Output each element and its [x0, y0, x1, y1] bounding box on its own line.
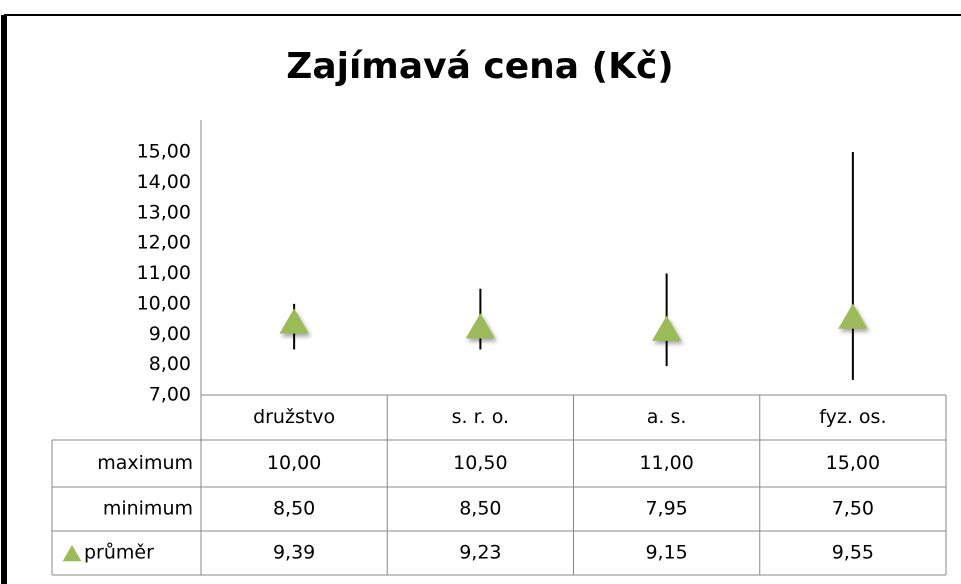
table-value: 8,50: [459, 498, 501, 520]
y-tick-label: 12,00: [137, 232, 191, 254]
average-marker: [838, 303, 868, 329]
y-tick-label: 14,00: [137, 171, 191, 193]
legend-label: maximum: [97, 452, 193, 474]
table-value: 11,00: [639, 452, 693, 474]
chart-title: Zajímavá cena (Kč): [286, 46, 674, 87]
table-value: 7,95: [645, 498, 687, 520]
x-tick-label: s. r. o.: [452, 406, 509, 428]
table-value: 9,55: [832, 542, 874, 564]
y-tick-label: 15,00: [137, 141, 191, 163]
x-tick-label: družstvo: [253, 406, 335, 428]
y-tick-label: 9,00: [149, 323, 191, 345]
table-value: 10,00: [267, 452, 321, 474]
table-value: 15,00: [826, 452, 880, 474]
y-tick-label: 10,00: [137, 292, 191, 314]
x-tick-label: fyz. os.: [819, 406, 886, 428]
y-tick-label: 8,00: [149, 353, 191, 375]
average-marker: [465, 313, 496, 339]
table-value: 9,23: [459, 542, 501, 564]
x-tick-label: a. s.: [647, 406, 687, 428]
table-value: 9,39: [273, 542, 315, 564]
legend-marker: [62, 545, 82, 562]
table-value: 8,50: [273, 498, 315, 520]
table-value: 10,50: [453, 452, 507, 474]
table-value: 7,50: [832, 498, 874, 520]
y-tick-label: 7,00: [149, 384, 191, 406]
y-tick-label: 13,00: [137, 201, 191, 223]
table-value: 9,15: [645, 542, 687, 564]
y-tick-label: 11,00: [137, 262, 191, 284]
legend-label: minimum: [103, 498, 193, 520]
average-marker: [651, 315, 682, 341]
average-marker: [279, 308, 309, 334]
legend-label: průměr: [84, 542, 154, 564]
